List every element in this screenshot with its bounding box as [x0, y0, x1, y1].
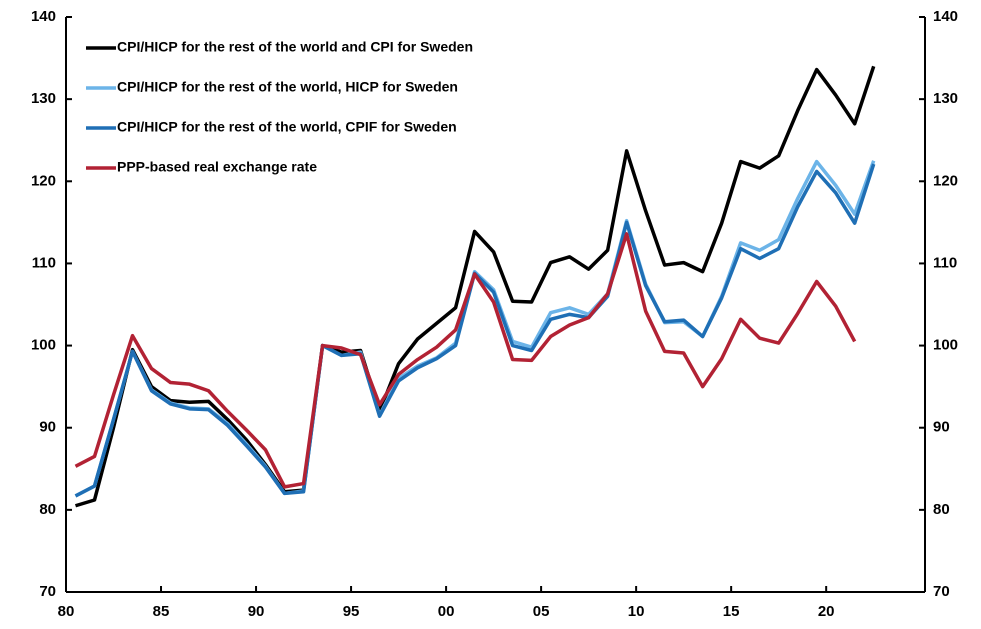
- x-tick-label: 90: [248, 603, 265, 620]
- y-tick-label: 130: [31, 90, 56, 107]
- series-line: [74, 159, 876, 498]
- legend-label: PPP-based real exchange rate: [117, 159, 317, 175]
- y2-tick-label: 130: [933, 90, 958, 107]
- y2-tick-label: 70: [933, 583, 950, 600]
- x-tick-label: 10: [628, 603, 645, 620]
- y2-tick-label: 90: [933, 419, 950, 436]
- y2-tick-label: 120: [933, 172, 958, 189]
- y-tick-label: 110: [32, 254, 56, 271]
- y2-tick-label: 110: [933, 254, 957, 271]
- x-tick-label: 20: [818, 603, 835, 620]
- x-tick-label: 85: [153, 603, 170, 620]
- y2-tick-label: 80: [933, 501, 950, 518]
- x-tick-label: 15: [723, 603, 740, 620]
- legend-label: CPI/HICP for the rest of the world, HICP…: [117, 79, 458, 95]
- y-tick-label: 80: [39, 501, 56, 518]
- y-tick-label: 90: [39, 419, 56, 436]
- legend-label: CPI/HICP for the rest of the world and C…: [117, 39, 473, 55]
- x-tick-label: 00: [438, 603, 455, 620]
- x-tick-label: 05: [533, 603, 550, 620]
- series-line: [74, 232, 857, 489]
- x-tick-label: 80: [58, 603, 75, 620]
- y-tick-label: 140: [31, 8, 56, 25]
- y-tick-label: 100: [31, 337, 56, 354]
- y2-tick-label: 140: [933, 8, 958, 25]
- x-tick-label: 95: [343, 603, 360, 620]
- y-tick-label: 70: [39, 583, 56, 600]
- y2-tick-label: 100: [933, 337, 958, 354]
- legend-label: CPI/HICP for the rest of the world, CPIF…: [117, 119, 457, 135]
- series-line: [74, 163, 876, 498]
- y-tick-label: 120: [31, 172, 56, 189]
- series-line: [74, 65, 876, 508]
